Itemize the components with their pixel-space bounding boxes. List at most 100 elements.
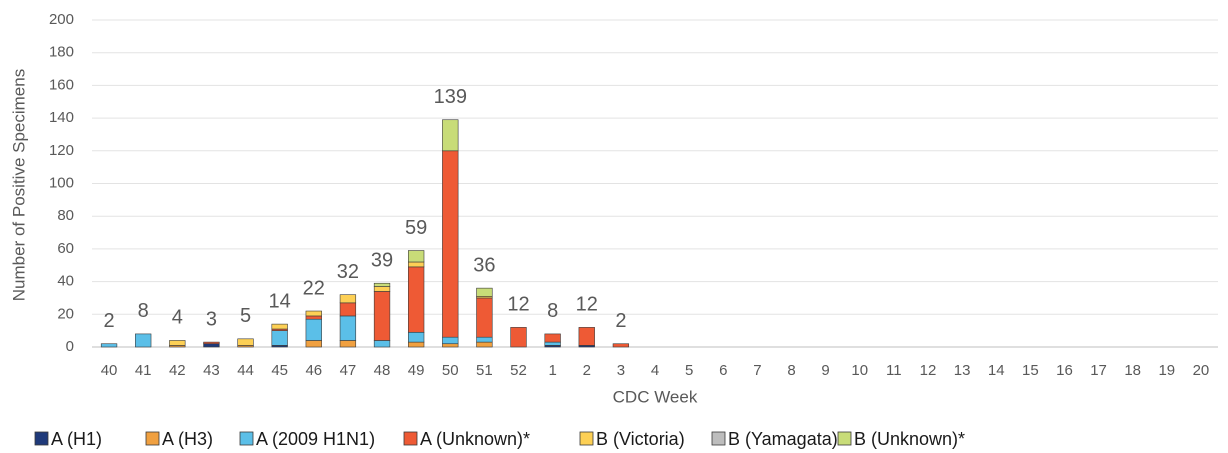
y-tick-label: 200 bbox=[49, 11, 74, 28]
bar-segment bbox=[135, 333, 152, 348]
bar-segment bbox=[408, 331, 425, 343]
bar-segment bbox=[408, 250, 425, 263]
total-label: 2 bbox=[615, 310, 626, 332]
legend-swatch bbox=[145, 431, 160, 446]
total-label: 8 bbox=[547, 300, 558, 322]
total-label: 139 bbox=[434, 86, 467, 108]
x-tick-label: 20 bbox=[1193, 362, 1210, 379]
y-tick-label: 100 bbox=[49, 174, 74, 191]
x-tick-label: 7 bbox=[753, 362, 761, 379]
x-tick-label: 4 bbox=[651, 362, 659, 379]
total-label: 3 bbox=[206, 308, 217, 330]
bar-segment bbox=[612, 343, 630, 348]
bar-segment bbox=[305, 315, 322, 320]
x-tick-label: 12 bbox=[920, 362, 937, 379]
x-tick-label: 16 bbox=[1056, 362, 1073, 379]
legend-label: A (H1) bbox=[51, 429, 102, 449]
legend-label: B (Yamagata) bbox=[728, 429, 838, 449]
x-tick-label: 2 bbox=[583, 362, 591, 379]
legend-swatch bbox=[579, 431, 594, 446]
total-label: 22 bbox=[303, 277, 325, 299]
y-tick-label: 20 bbox=[57, 305, 74, 322]
total-label: 59 bbox=[405, 217, 427, 239]
x-tick-label: 48 bbox=[374, 362, 391, 379]
bar-segment bbox=[442, 343, 459, 348]
x-tick-label: 52 bbox=[510, 362, 527, 379]
bar-segment bbox=[305, 310, 322, 317]
total-label: 4 bbox=[172, 307, 183, 329]
legend-label: A (2009 H1N1) bbox=[256, 429, 375, 449]
bar-segment bbox=[373, 282, 391, 287]
bar-segment bbox=[578, 327, 595, 346]
bar-segment bbox=[271, 330, 288, 346]
bar-segment bbox=[442, 119, 459, 152]
total-label: 12 bbox=[507, 294, 529, 316]
legend-swatch bbox=[239, 431, 254, 446]
bar-segment bbox=[442, 336, 459, 345]
bar-segment bbox=[237, 338, 254, 346]
bar-segment bbox=[271, 323, 288, 330]
legend-swatch bbox=[837, 431, 852, 446]
bar-segment bbox=[544, 333, 561, 343]
y-tick-label: 60 bbox=[57, 240, 74, 257]
x-tick-label: 40 bbox=[101, 362, 118, 379]
y-tick-label: 0 bbox=[66, 338, 74, 355]
bar-segment bbox=[305, 318, 322, 341]
legend-swatch bbox=[711, 431, 726, 446]
x-tick-label: 47 bbox=[340, 362, 357, 379]
bar-segment bbox=[203, 341, 220, 345]
total-label: 5 bbox=[240, 305, 251, 327]
x-tick-label: 6 bbox=[719, 362, 727, 379]
bar-segment bbox=[476, 297, 493, 338]
bar-segment bbox=[373, 291, 391, 341]
x-tick-label: 18 bbox=[1124, 362, 1141, 379]
y-tick-label: 160 bbox=[49, 76, 74, 93]
bar-segment bbox=[339, 294, 357, 304]
total-label: 8 bbox=[138, 300, 149, 322]
y-tick-label: 140 bbox=[49, 109, 74, 126]
legend-label: B (Victoria) bbox=[596, 429, 685, 449]
x-tick-label: 50 bbox=[442, 362, 459, 379]
total-label: 12 bbox=[576, 294, 598, 316]
x-tick-label: 10 bbox=[851, 362, 868, 379]
x-tick-label: 11 bbox=[886, 362, 902, 379]
y-tick-label: 180 bbox=[49, 44, 74, 61]
total-label: 2 bbox=[103, 310, 114, 332]
legend-label: A (Unknown)* bbox=[420, 429, 530, 449]
x-tick-label: 51 bbox=[476, 362, 493, 379]
bar-segment bbox=[339, 302, 357, 317]
bar-segment bbox=[339, 340, 357, 348]
y-tick-label: 120 bbox=[49, 142, 74, 159]
y-tick-label: 80 bbox=[57, 207, 74, 224]
x-tick-label: 13 bbox=[954, 362, 971, 379]
x-axis-title: CDC Week bbox=[613, 387, 698, 406]
bar-segment bbox=[203, 343, 220, 348]
bar-segment bbox=[373, 286, 391, 292]
legend-swatch bbox=[403, 431, 418, 446]
x-tick-label: 49 bbox=[408, 362, 425, 379]
bar-segment bbox=[373, 340, 391, 348]
x-tick-label: 9 bbox=[821, 362, 829, 379]
bar-segment bbox=[339, 315, 357, 341]
bar-segment bbox=[510, 327, 527, 348]
bar-segment bbox=[408, 266, 425, 333]
x-tick-label: 46 bbox=[305, 362, 322, 379]
legend-label: B (Unknown)* bbox=[854, 429, 965, 449]
total-label: 39 bbox=[371, 250, 393, 272]
x-tick-label: 45 bbox=[271, 362, 288, 379]
x-tick-label: 15 bbox=[1022, 362, 1039, 379]
x-tick-label: 3 bbox=[617, 362, 625, 379]
x-tick-label: 41 bbox=[135, 362, 152, 379]
x-tick-label: 1 bbox=[548, 362, 556, 379]
bar-segment bbox=[305, 340, 322, 348]
total-label: 36 bbox=[473, 254, 495, 276]
bar-segment bbox=[544, 341, 561, 346]
total-label: 14 bbox=[269, 290, 291, 312]
y-axis-title: Number of Positive Specimens bbox=[9, 69, 28, 301]
bar-segment bbox=[476, 287, 493, 297]
y-tick-label: 40 bbox=[57, 273, 74, 290]
x-tick-label: 14 bbox=[988, 362, 1005, 379]
x-tick-label: 19 bbox=[1158, 362, 1175, 379]
bar-segment bbox=[408, 341, 425, 348]
bar-segment bbox=[476, 341, 493, 348]
